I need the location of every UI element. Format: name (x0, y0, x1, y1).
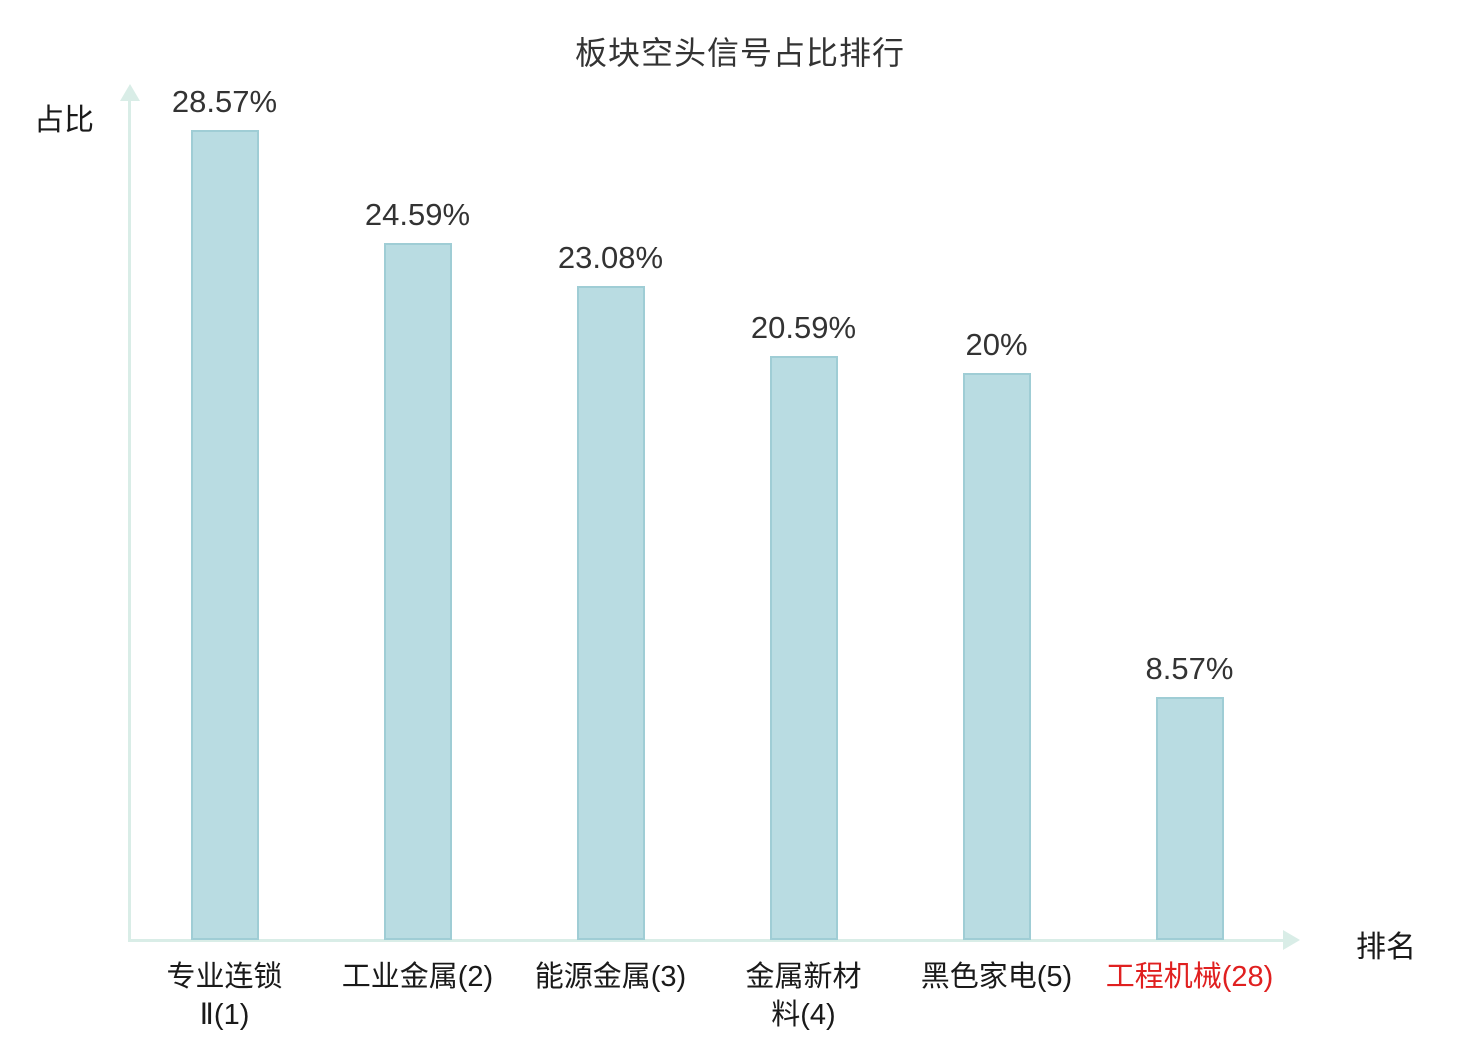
y-axis-line (128, 96, 131, 942)
value-label: 20% (965, 327, 1028, 362)
y-axis-label: 占比 (34, 104, 94, 137)
bar-工程机械(28) (1155, 697, 1224, 940)
category-label: 工业金属(2) (341, 961, 494, 993)
bar-金属新材料(4) (769, 356, 838, 940)
bar-黑色家电(5) (962, 373, 1031, 940)
x-axis-label: 排名 (1356, 931, 1416, 964)
category-label: 专业连锁 Ⅱ(1) (166, 961, 283, 1032)
x-axis-arrow-icon (1283, 930, 1300, 950)
category-label: 能源金属(3) (534, 961, 687, 993)
category-label: 工程机械(28) (1105, 961, 1274, 993)
bar-工业金属(2) (383, 243, 452, 940)
x-axis-line (128, 939, 1286, 942)
category-label: 金属新材 料(4) (745, 961, 862, 1032)
bar-专业连锁Ⅱ(1) (190, 130, 259, 940)
value-label: 20.59% (750, 310, 857, 345)
y-axis-arrow-icon (120, 84, 140, 101)
category-label: 黑色家电(5) (920, 961, 1073, 993)
value-label: 24.59% (364, 197, 471, 232)
value-label: 28.57% (171, 84, 278, 119)
chart-title: 板块空头信号占比排行 (574, 35, 905, 71)
bar-能源金属(3) (576, 286, 645, 940)
value-label: 8.57% (1145, 651, 1234, 686)
value-label: 23.08% (557, 240, 664, 275)
